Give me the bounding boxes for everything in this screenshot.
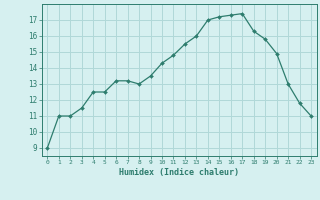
X-axis label: Humidex (Indice chaleur): Humidex (Indice chaleur) bbox=[119, 168, 239, 177]
